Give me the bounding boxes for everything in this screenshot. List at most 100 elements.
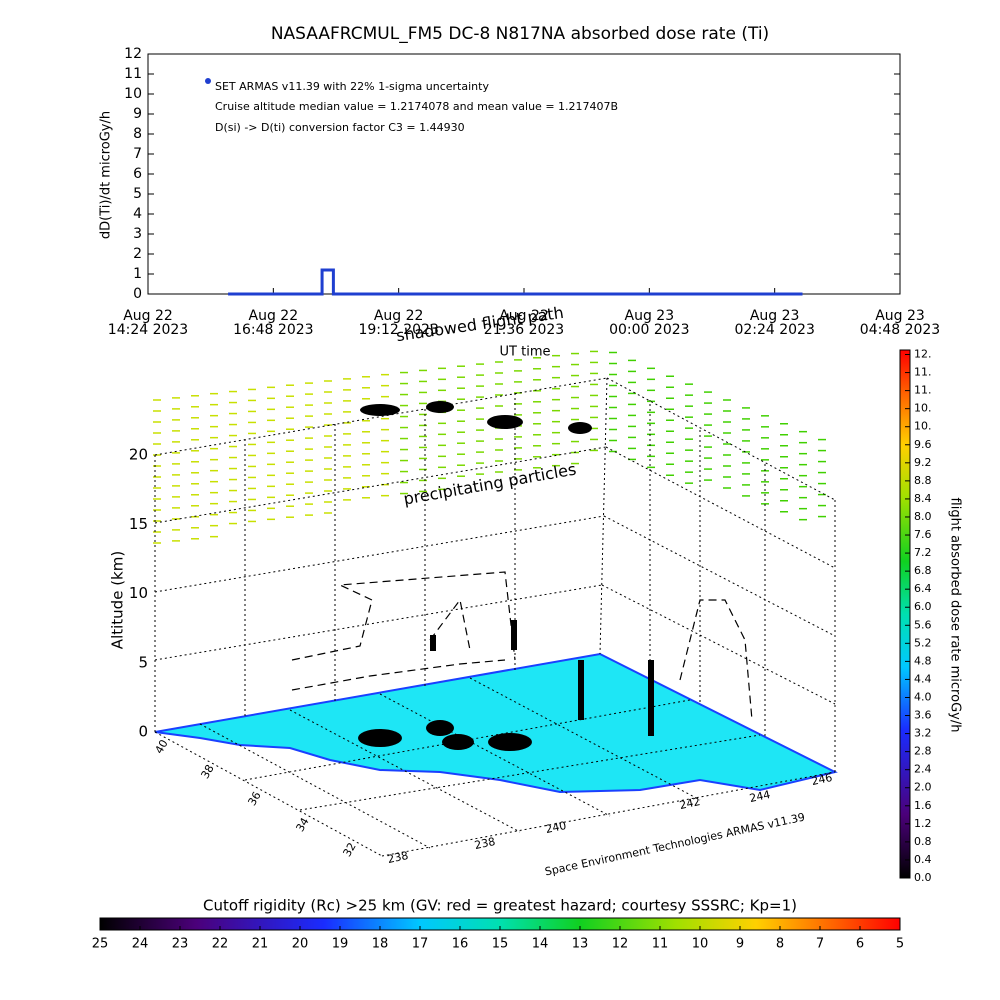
colorbar-tick-label: 8.4 — [914, 492, 932, 505]
y-tick-label: 0 — [133, 286, 142, 302]
colorbar-tick-label: 6.0 — [914, 600, 932, 613]
colorbar-tick-label: 0.0 — [914, 871, 932, 884]
colorbar-tick-label: 0.8 — [914, 835, 932, 848]
legend-symbol — [205, 78, 211, 84]
colorbar-tick-label: 2.8 — [914, 745, 932, 758]
colorbar-tick-label: 6.8 — [914, 564, 932, 577]
annotation: SET ARMAS v11.39 with 22% 1-sigma uncert… — [215, 80, 489, 93]
z-tick-label: 10 — [129, 584, 148, 602]
x-tick-label: Aug 23 — [875, 308, 925, 324]
lon-tick-label: 246 — [810, 771, 833, 788]
annotation: Cruise altitude median value = 1.2174078… — [215, 100, 618, 113]
colorbar-tick-label: 3.2 — [914, 727, 932, 740]
y-tick-label: 6 — [133, 166, 142, 182]
colorbar-tick-label: 12 — [612, 937, 629, 952]
colorbar-tick-label: 10. — [914, 420, 932, 433]
colorbar-tick-label: 14 — [532, 937, 549, 952]
colorbar-tick-label: 4.4 — [914, 672, 932, 685]
colorbar-tick-label: 16 — [452, 937, 469, 952]
colorbar-tick-label: 10 — [692, 937, 709, 952]
colorbar-tick-label: 6.4 — [914, 582, 932, 595]
y-tick-label: 4 — [133, 206, 142, 222]
colorbar-tick-label: 25 — [92, 937, 109, 952]
colorbar-tick-label: 21 — [252, 937, 269, 952]
colorbar-tick-label: 4.0 — [914, 690, 932, 703]
colorbar-tick-label: 11 — [652, 937, 669, 952]
colorbar-tick-label: 11. — [914, 366, 932, 379]
y-tick-label: 1 — [133, 266, 142, 282]
lon-tick-label: 242 — [678, 795, 701, 812]
colorbar-tick-label: 5 — [896, 937, 904, 952]
colorbar-tick-label: 4.8 — [914, 654, 932, 667]
chart-title: NASAAFRCMUL_FM5 DC-8 N817NA absorbed dos… — [271, 24, 769, 44]
lon-tick-label: 244 — [748, 788, 771, 805]
colorbar-tick-label: 20 — [292, 937, 309, 952]
colorbar-tick-label: 24 — [132, 937, 149, 952]
colorbar-tick-label: 19 — [332, 937, 349, 952]
colorbar-tick-label: 13 — [572, 937, 589, 952]
x-tick-label: Aug 23 — [750, 308, 800, 324]
z-tick-label: 20 — [129, 446, 148, 464]
colorbar-tick-label: 17 — [412, 937, 429, 952]
scene-credit: Space Environment Technologies ARMAS v11… — [544, 811, 806, 879]
colorbar-tick-label: 15 — [492, 937, 509, 952]
colorbar-tick-label: 7.6 — [914, 528, 932, 541]
x-tick-label: 00:00 2023 — [609, 322, 689, 338]
colorbar-tick-label: 5.2 — [914, 636, 932, 649]
colorbar-tick-label: 12. — [914, 348, 932, 361]
x-tick-label: 14:24 2023 — [108, 322, 188, 338]
colorbar-tick-label: 0.4 — [914, 853, 932, 866]
x-tick-label: Aug 22 — [123, 308, 173, 324]
x-tick-label: Aug 22 — [249, 308, 299, 324]
shadowed-flight-path — [291, 571, 753, 721]
z-tick-label: 5 — [138, 653, 148, 671]
rigidity-colorbar-title: Cutoff rigidity (Rc) >25 km (GV: red = g… — [203, 897, 797, 915]
colorbar-tick-label: 23 — [172, 937, 189, 952]
data-line — [228, 268, 803, 296]
colorbar-tick-label: 9.6 — [914, 438, 932, 451]
y-tick-label: 3 — [133, 226, 142, 242]
x-tick-label: 21:36 2023 — [484, 322, 564, 338]
colorbar-tick-label: 8 — [776, 937, 784, 952]
y-tick-label: 7 — [133, 146, 142, 162]
flight-shadow-blobs — [358, 401, 654, 751]
y-tick-label: 5 — [133, 186, 142, 202]
colorbar-tick-label: 10. — [914, 402, 932, 415]
colorbar-tick-label: 5.6 — [914, 618, 932, 631]
colorbar-tick-label: 7 — [816, 937, 824, 952]
x-tick-label: 04:48 2023 — [860, 322, 940, 338]
z-tick-label: 0 — [138, 723, 148, 741]
colorbar-tick-label: 9 — [736, 937, 744, 952]
colorbar-tick-label: 8.8 — [914, 474, 932, 487]
colorbar-tick-label: 7.2 — [914, 546, 932, 559]
y-axis-label: dD(Ti)/dt microGy/h — [99, 111, 114, 239]
x-tick-label: 19:12 2023 — [358, 322, 438, 338]
y-tick-label: 8 — [133, 126, 142, 142]
colorbar-tick-label: 1.6 — [914, 799, 932, 812]
lat-tick-label: 38 — [198, 762, 216, 781]
x-tick-label: Aug 22 — [374, 308, 424, 324]
lat-tick-label: 36 — [245, 789, 263, 808]
colorbar-tick-label: 6 — [856, 937, 864, 952]
z-axis-label: Altitude (km) — [109, 551, 127, 649]
x-tick-label: Aug 23 — [625, 308, 675, 324]
x-tick-label: 02:24 2023 — [734, 322, 814, 338]
floor-map — [154, 652, 838, 794]
y-tick-label: 2 — [133, 246, 142, 262]
colorbar-tick-label: 3.6 — [914, 709, 932, 722]
dose-colorbar — [899, 349, 911, 879]
lon-tick-label: 238 — [473, 835, 496, 852]
colorbar-tick-label: 2.4 — [914, 763, 932, 776]
scene-annotation: precipitating particles — [402, 459, 578, 508]
colorbar-tick-label: 18 — [372, 937, 389, 952]
annotation: D(si) -> D(ti) conversion factor C3 = 1.… — [215, 121, 465, 134]
z-tick-label: 15 — [129, 515, 148, 533]
lat-tick-label: 40 — [152, 737, 170, 756]
x-tick-label: 16:48 2023 — [233, 322, 313, 338]
lat-tick-label: 32 — [340, 840, 358, 859]
x-tick-label: Aug 22 — [499, 308, 549, 324]
colorbar-tick-label: 2.0 — [914, 781, 932, 794]
colorbar-tick-label: 9.2 — [914, 456, 932, 469]
scene: shadowed flight path precipitating parti… — [109, 303, 838, 879]
